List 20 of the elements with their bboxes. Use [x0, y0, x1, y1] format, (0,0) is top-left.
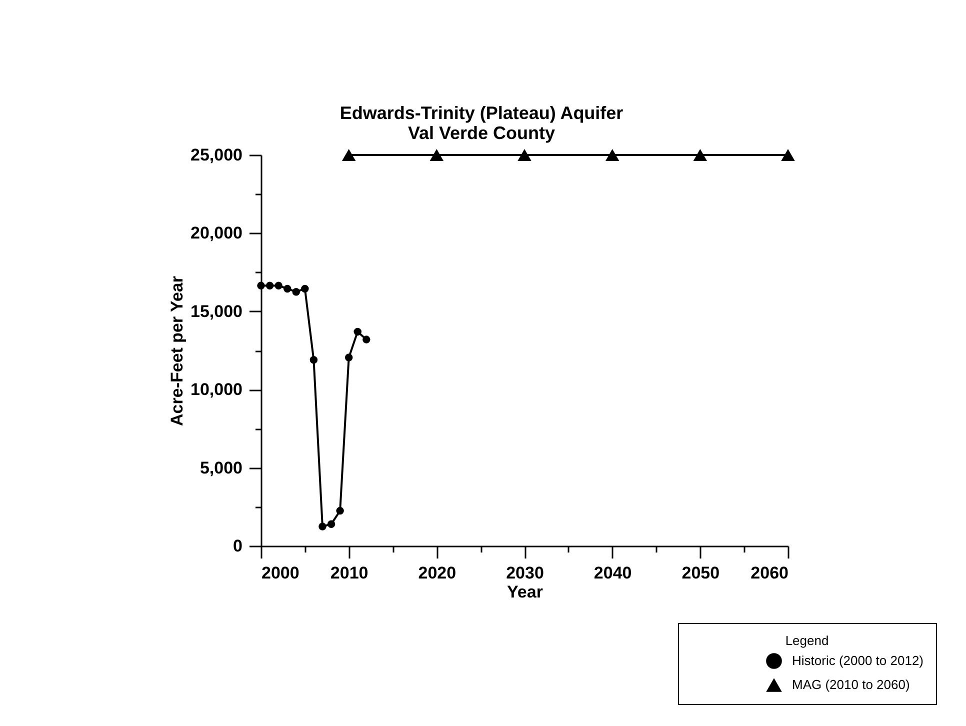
chart-subtitle: Val Verde County [408, 123, 556, 143]
y-tick-label: 5,000 [200, 458, 242, 478]
y-tick-label: 20,000 [190, 224, 242, 243]
y-tick-label: 0 [233, 536, 242, 556]
x-tick-label: 2030 [506, 564, 544, 582]
x-tick-label: 2050 [682, 564, 720, 582]
legend-title: Legend [785, 633, 829, 648]
x-tick-label: 2040 [594, 564, 632, 582]
x-tick-label: 2010 [330, 564, 368, 582]
y-tick-label: 10,000 [190, 380, 242, 400]
x-tick-label: 2060 [750, 564, 788, 582]
chart-title: Edwards-Trinity (Plateau) Aquifer [340, 103, 624, 123]
legend-label: Historic (2000 to 2012) [792, 653, 924, 668]
y-axis-title: Acre-Feet per Year [168, 276, 187, 426]
x-tick-label: 2020 [418, 564, 456, 582]
x-axis-title: Year [507, 582, 544, 602]
y-tick-label: 25,000 [190, 146, 242, 164]
x-tick-label: 2000 [262, 564, 300, 582]
y-tick-label: 15,000 [190, 302, 242, 321]
legend-label: MAG (2010 to 2060) [792, 677, 910, 692]
